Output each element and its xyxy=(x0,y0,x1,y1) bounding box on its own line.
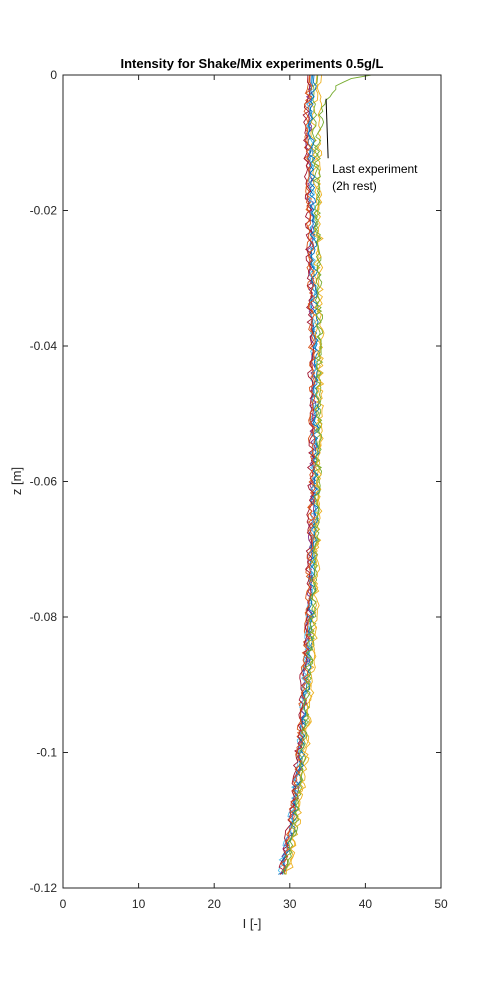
annotation-text-line-2: (2h rest) xyxy=(332,179,377,193)
y-axis-ticks: -0.12 -0.1 -0.08 -0.06 -0.04 -0.02 0 xyxy=(30,68,441,895)
x-tick-label: 0 xyxy=(60,897,67,911)
series-line xyxy=(285,74,325,875)
y-tick-label: 0 xyxy=(50,68,57,82)
y-tick-label: -0.08 xyxy=(30,610,58,624)
x-tick-label: 50 xyxy=(434,897,448,911)
y-tick-label: -0.02 xyxy=(30,204,58,218)
y-axis-label: z [m] xyxy=(9,467,24,495)
y-tick-label: -0.12 xyxy=(30,881,58,895)
x-axis-ticks: 0 10 20 30 40 50 xyxy=(60,75,448,911)
y-tick-label: -0.06 xyxy=(30,475,58,489)
x-tick-label: 40 xyxy=(359,897,373,911)
annotation-text-line-1: Last experiment xyxy=(332,162,418,176)
series-line xyxy=(280,74,316,875)
plot-area xyxy=(63,75,441,888)
x-axis-label: I [-] xyxy=(243,916,262,931)
annotation: Last experiment (2h rest) xyxy=(325,98,418,193)
y-tick-label: -0.04 xyxy=(30,339,58,353)
x-tick-label: 10 xyxy=(132,897,146,911)
series-line xyxy=(278,74,315,875)
series-line xyxy=(281,74,372,875)
series-layer xyxy=(277,74,372,875)
series-line xyxy=(282,74,320,875)
x-tick-label: 20 xyxy=(208,897,222,911)
y-tick-label: -0.1 xyxy=(36,746,57,760)
annotation-arrow xyxy=(325,98,329,159)
x-tick-label: 30 xyxy=(283,897,297,911)
chart-title: Intensity for Shake/Mix experiments 0.5g… xyxy=(121,56,384,71)
